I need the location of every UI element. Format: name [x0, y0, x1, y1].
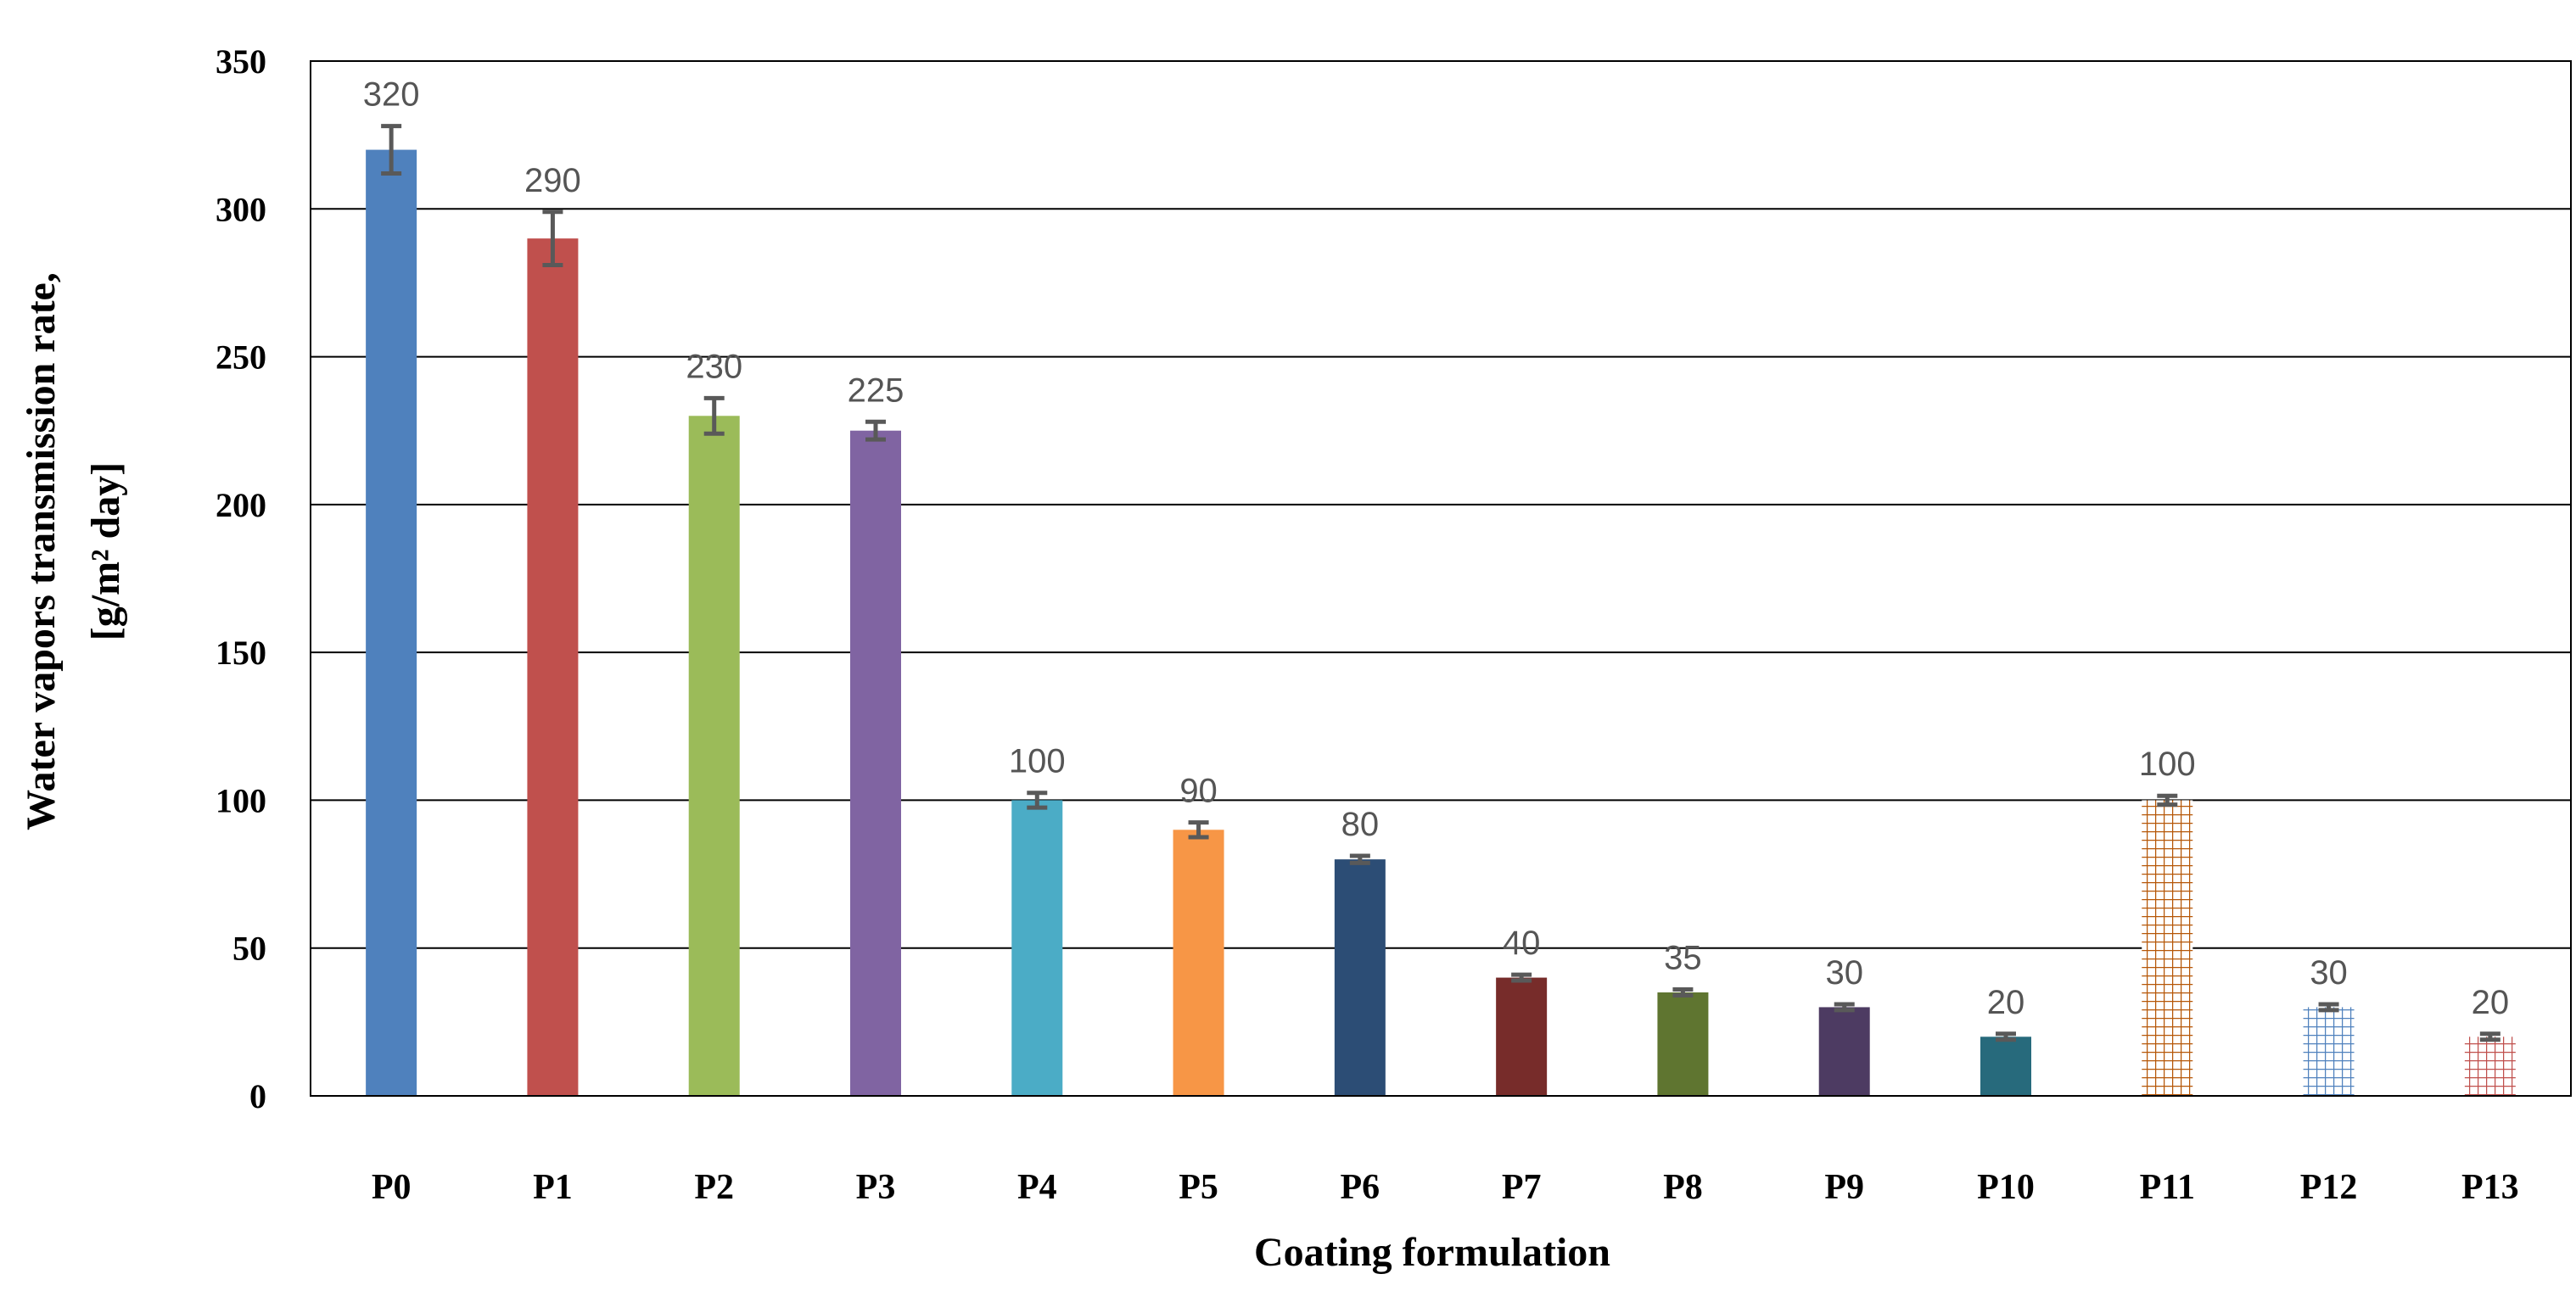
y-tick-label: 250 — [216, 338, 266, 377]
error-bar-p6 — [1349, 853, 1370, 865]
data-label-p10: 20 — [1987, 984, 2025, 1021]
bar-p5 — [1173, 830, 1224, 1096]
x-tick-label: P0 — [372, 1168, 412, 1207]
x-tick-label: P2 — [694, 1168, 734, 1207]
error-bar-p10 — [1996, 1031, 2016, 1042]
data-label-p0: 320 — [363, 76, 420, 114]
error-bar-p8 — [1672, 987, 1694, 997]
error-bars — [381, 124, 2500, 1042]
bar-p1 — [527, 238, 579, 1097]
y-axis-title: Water vapors transmission rate, [g/m² da… — [19, 272, 128, 830]
error-bar-p7 — [1511, 972, 1532, 983]
bar-p7 — [1496, 977, 1548, 1096]
data-label-p7: 40 — [1503, 925, 1541, 962]
x-tick-label: P7 — [1502, 1168, 1542, 1207]
data-label-p11: 100 — [2139, 746, 2196, 783]
error-bar-p2 — [703, 395, 725, 436]
y-tick-label: 350 — [216, 42, 266, 81]
data-label-p13: 20 — [2472, 984, 2510, 1021]
error-bar-p11 — [2157, 793, 2178, 807]
data-label-p12: 30 — [2310, 954, 2348, 992]
x-tick-label: P6 — [1341, 1168, 1380, 1207]
bar-p3 — [850, 430, 901, 1096]
y-tick-label: 0 — [249, 1077, 266, 1115]
error-bar-p12 — [2318, 1002, 2339, 1013]
y-axis-title-line-2: [g/m² day] — [83, 462, 128, 640]
bars — [366, 149, 2516, 1097]
data-label-p1: 290 — [524, 162, 581, 199]
bar-p13 — [2464, 1037, 2516, 1096]
y-tick-label: 50 — [232, 930, 266, 968]
bar-p6 — [1334, 859, 1386, 1096]
y-tick-label: 300 — [216, 190, 266, 228]
error-bar-p0 — [381, 124, 402, 176]
x-tick-label: P3 — [856, 1168, 896, 1207]
x-tick-label: P4 — [1017, 1168, 1057, 1207]
gridlines — [311, 208, 2571, 949]
data-label-p8: 35 — [1664, 940, 1702, 977]
bar-p9 — [1818, 1007, 1870, 1096]
y-tick-label: 100 — [216, 781, 266, 819]
data-label-p6: 80 — [1341, 806, 1380, 843]
x-tick-label: P12 — [2300, 1168, 2358, 1207]
x-tick-label: P13 — [2461, 1168, 2519, 1207]
data-label-p9: 30 — [1825, 954, 1863, 992]
x-tick-label: P1 — [533, 1168, 573, 1207]
bar-p11 — [2142, 800, 2193, 1096]
bar-p12 — [2303, 1007, 2355, 1096]
data-label-p4: 100 — [1009, 743, 1066, 780]
error-bar-p13 — [2479, 1031, 2500, 1042]
y-tick-label: 200 — [216, 486, 266, 524]
x-tick-label: P8 — [1663, 1168, 1703, 1207]
bar-p8 — [1657, 992, 1709, 1096]
data-label-p5: 90 — [1179, 773, 1218, 810]
plot-area — [310, 60, 2572, 1097]
x-tick-label: P5 — [1179, 1168, 1218, 1207]
y-axis-ticks: 0 50 100 150 200 250 300 350 — [216, 42, 266, 1115]
bar-p0 — [366, 149, 417, 1097]
x-tick-label: P11 — [2140, 1168, 2195, 1207]
y-axis-title-line-1: Water vapors transmission rate, — [19, 272, 64, 830]
data-label-p3: 225 — [848, 372, 904, 409]
x-axis-ticks: P0 P1 P2 P3 P4 P5 P6 P7 P8 P9 P10 P11 P12 P13 — [372, 1168, 2519, 1207]
error-bar-p5 — [1188, 820, 1209, 840]
x-tick-label: P10 — [1977, 1168, 2035, 1207]
error-bar-p1 — [542, 210, 563, 268]
x-axis-title: Coating formulation — [1254, 1230, 1610, 1275]
y-tick-label: 150 — [216, 634, 266, 672]
data-label-p2: 230 — [686, 348, 742, 385]
bar-p2 — [688, 416, 740, 1096]
data-labels: 320 290 230 225 100 90 80 40 35 30 20 100 30 20 — [363, 76, 2509, 1021]
x-tick-label: P9 — [1824, 1168, 1864, 1207]
error-bar-p9 — [1834, 1002, 1855, 1013]
bar-p4 — [1011, 800, 1063, 1096]
error-bar-p4 — [1027, 791, 1048, 810]
bar-p10 — [1980, 1037, 2031, 1096]
error-bar-p3 — [865, 419, 886, 442]
